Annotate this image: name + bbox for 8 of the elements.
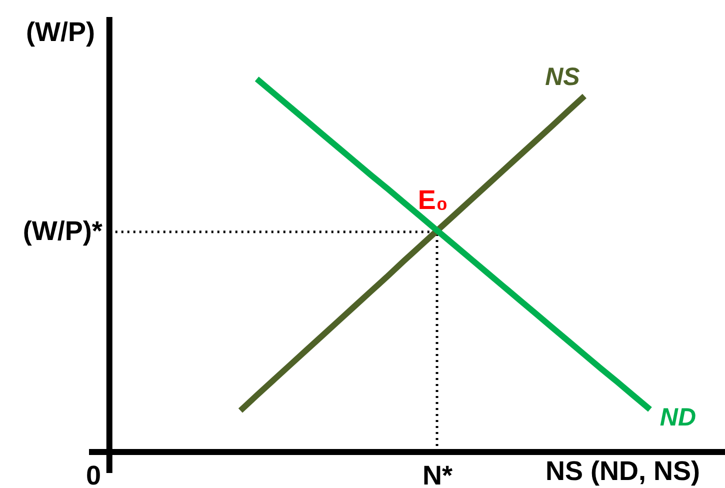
- x-tick-label: 0: [86, 460, 102, 488]
- series-label: ND: [660, 403, 696, 432]
- x-axis-title: NS (ND, NS): [546, 456, 700, 486]
- x-tick-label: N*: [422, 460, 454, 488]
- annotation: E₀: [418, 184, 448, 215]
- series-label: NS: [545, 63, 580, 92]
- ref-line-label: (W/P)*: [22, 216, 103, 246]
- y-axis-title: (W/P): [26, 17, 95, 47]
